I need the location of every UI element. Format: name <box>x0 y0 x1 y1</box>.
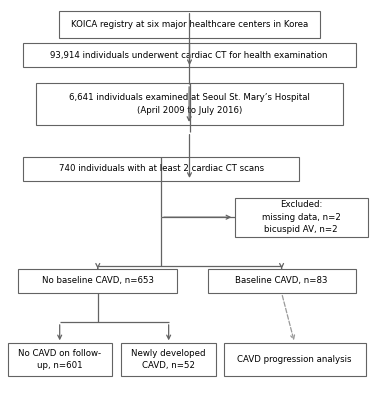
Bar <box>8 343 112 376</box>
Text: Excluded:
missing data, n=2
bicuspid AV, n=2: Excluded: missing data, n=2 bicuspid AV,… <box>262 200 341 234</box>
Text: 740 individuals with at least 2 cardiac CT scans: 740 individuals with at least 2 cardiac … <box>58 164 264 173</box>
Text: 93,914 individuals underwent cardiac CT for health examination: 93,914 individuals underwent cardiac CT … <box>50 51 328 60</box>
Bar <box>224 343 366 376</box>
Bar <box>23 157 299 181</box>
Text: No baseline CAVD, n=653: No baseline CAVD, n=653 <box>42 276 154 285</box>
Bar <box>121 343 216 376</box>
Bar <box>59 11 320 38</box>
Text: Newly developed
CAVD, n=52: Newly developed CAVD, n=52 <box>132 349 206 370</box>
Text: No CAVD on follow-
up, n=601: No CAVD on follow- up, n=601 <box>18 349 101 370</box>
Text: KOICA registry at six major healthcare centers in Korea: KOICA registry at six major healthcare c… <box>71 20 308 29</box>
Text: Baseline CAVD, n=83: Baseline CAVD, n=83 <box>235 276 328 285</box>
Bar <box>208 269 356 293</box>
Bar <box>18 269 177 293</box>
Bar <box>36 83 343 125</box>
Text: CAVD progression analysis: CAVD progression analysis <box>237 355 352 364</box>
Bar <box>235 198 368 237</box>
Bar <box>23 43 356 67</box>
Text: 6,641 individuals examined at Seoul St. Mary’s Hospital
(April 2009 to July 2016: 6,641 individuals examined at Seoul St. … <box>69 93 310 114</box>
